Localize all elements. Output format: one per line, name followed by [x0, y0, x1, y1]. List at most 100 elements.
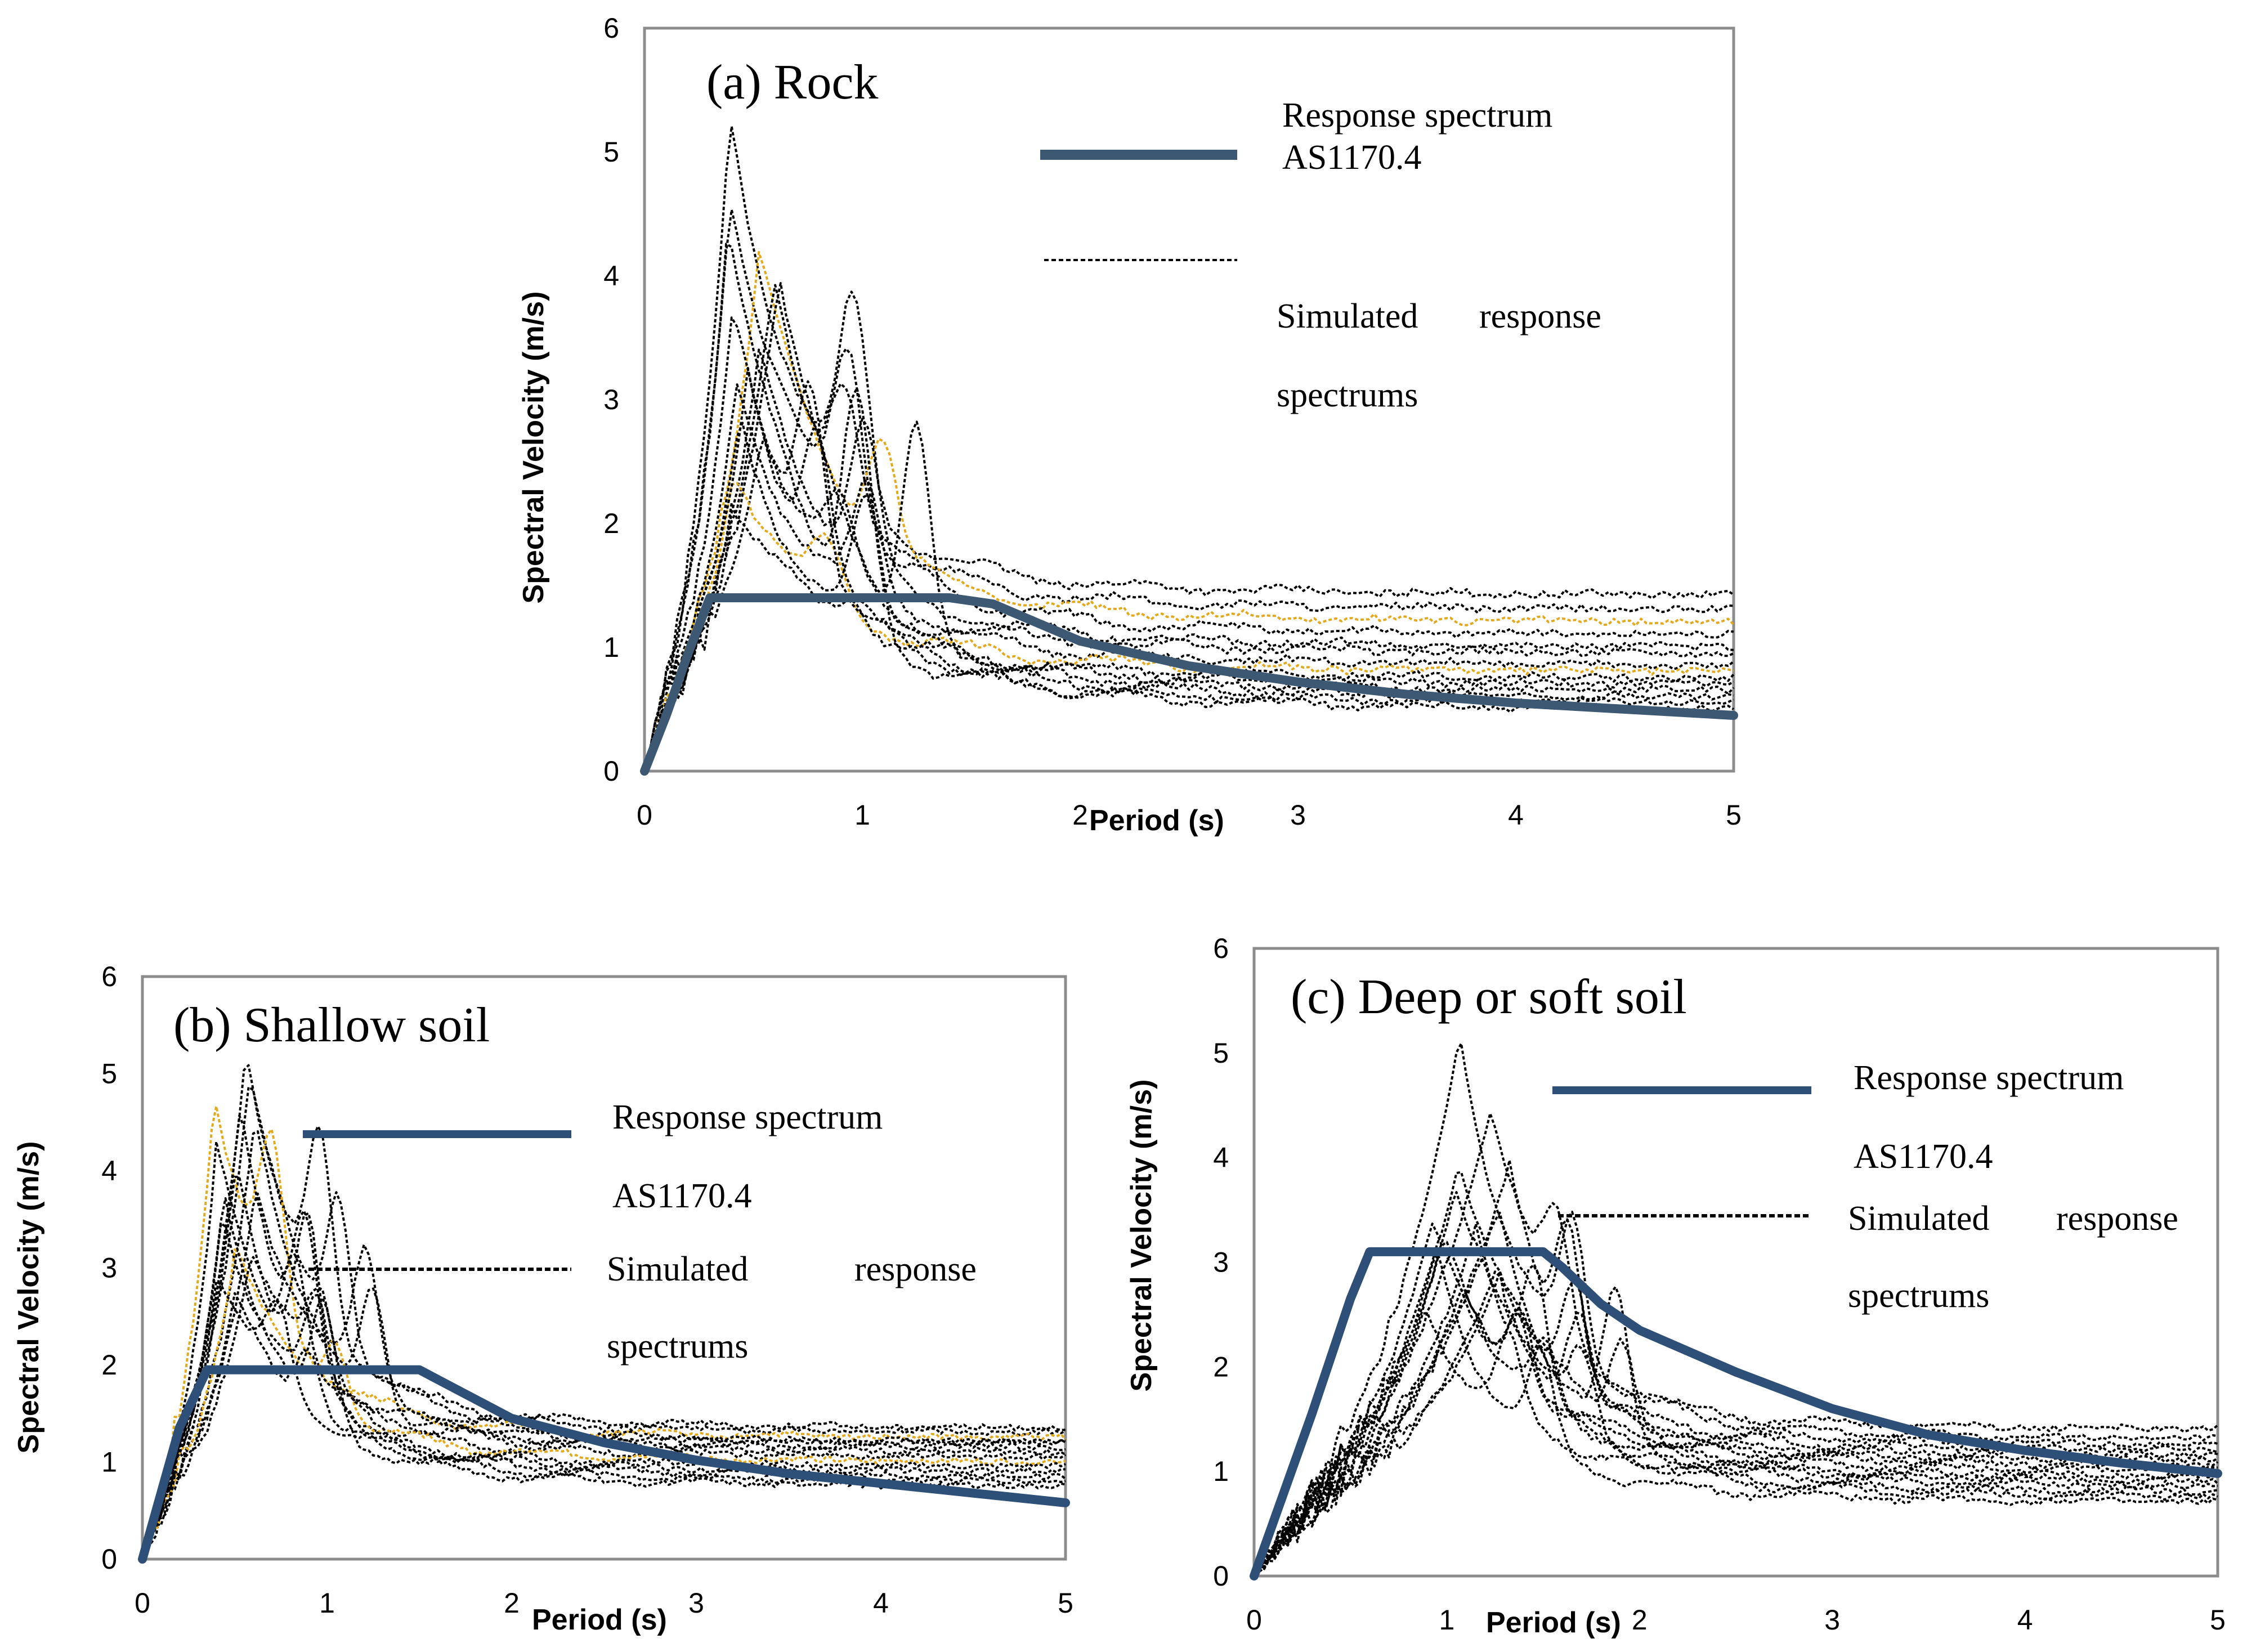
chart-b-simulated-spectrum	[141, 1256, 1066, 1557]
chart-c-xtick: 5	[2210, 1604, 2226, 1636]
chart-c-xlabel: Period (s)	[1486, 1606, 1621, 1639]
chart-b: 0 1 2 3 4 5 0 1 2 3 4 5 6 (b) Shallow soil Period (s…	[12, 961, 1073, 1636]
chart-b-legend-design-standard: AS1170.4	[612, 1177, 751, 1215]
chart-b-ytick: 0	[101, 1543, 117, 1575]
chart-b-legend-sim-word1: Simulated	[607, 1250, 748, 1288]
chart-b-legend-sim-word2: response	[854, 1250, 977, 1288]
chart-a-ylabel: Spectral Velocity (m/s)	[517, 292, 550, 604]
chart-a-simulated-spectrum	[643, 348, 1734, 772]
chart-b-xtick: 1	[319, 1587, 335, 1619]
chart-b-simulated-spectrum	[141, 1105, 1067, 1560]
chart-c-curves	[1250, 1042, 2222, 1581]
chart-c-simulated-spectrum	[1253, 1270, 2218, 1575]
chart-b-legend-sim-word3: spectrums	[607, 1327, 748, 1366]
chart-b-legend-design-label: Response spectrum	[612, 1098, 883, 1136]
chart-c-ytick: 4	[1213, 1142, 1229, 1174]
chart-c-legend-design-standard: AS1170.4	[1854, 1138, 1993, 1176]
chart-a-curves	[640, 125, 1738, 776]
chart-b-ytick: 3	[101, 1252, 117, 1284]
chart-a-xlabel: Period (s)	[1089, 804, 1224, 837]
chart-c-simulated-spectrum	[1253, 1211, 2218, 1577]
chart-c-legend-sim-word1: Simulated	[1848, 1199, 1989, 1238]
chart-b-ytick: 5	[101, 1058, 117, 1090]
chart-c-simulated-spectrum	[1253, 1250, 2218, 1577]
chart-c-ytick: 1	[1213, 1456, 1229, 1487]
chart-a-legend-sim-word3: spectrums	[1277, 376, 1418, 414]
chart-c-plot-frame	[1252, 947, 2219, 1578]
chart-a-legend-design-label: Response spectrum	[1282, 96, 1552, 135]
chart-c-xtick: 0	[1246, 1604, 1262, 1636]
chart-c-ytick: 0	[1213, 1560, 1229, 1592]
chart-b-xtick: 0	[135, 1587, 150, 1619]
chart-c-xtick: 4	[2017, 1604, 2033, 1636]
chart-b-ytick: 1	[101, 1447, 117, 1478]
chart-b-ytick: 6	[101, 961, 117, 992]
chart-c-ytick: 3	[1213, 1247, 1229, 1278]
chart-a-xtick: 5	[1726, 799, 1742, 831]
chart-a-ytick: 0	[603, 755, 619, 787]
chart-a-xtick: 1	[854, 799, 870, 831]
chart-a-ytick: 1	[603, 632, 619, 663]
chart-b-curves	[138, 1064, 1070, 1564]
chart-b-simulated-spectrum	[141, 1130, 1066, 1559]
chart-a-simulated-spectrum	[643, 366, 1734, 772]
chart-b-simulated-spectrum	[141, 1175, 1066, 1558]
chart-a-ytick: 2	[603, 508, 619, 539]
chart-a-xtick: 4	[1508, 799, 1524, 831]
chart-a-ticks: 0 1 2 3 4 5 0 1 2 3 4 5 6	[603, 12, 1742, 831]
chart-c-ytick: 5	[1213, 1037, 1229, 1069]
chart-c-xtick: 3	[1824, 1604, 1840, 1636]
chart-a-ytick: 3	[603, 384, 619, 415]
chart-c-simulated-spectrum	[1254, 1223, 2218, 1575]
chart-c-legend-design-label: Response spectrum	[1854, 1059, 2124, 1097]
chart-b-simulated-spectrum	[141, 1292, 1066, 1560]
chart-b-xtick: 3	[688, 1587, 704, 1619]
chart-b-simulated-spectrum	[141, 1114, 1067, 1557]
chart-c-ylabel: Spectral Velocity (m/s)	[1125, 1080, 1158, 1392]
chart-b-ytick: 2	[101, 1349, 117, 1381]
chart-b-simulated-spectrum	[141, 1222, 1067, 1560]
chart-b-simulated-spectrum	[141, 1192, 1067, 1560]
chart-b-xtick: 5	[1058, 1587, 1073, 1619]
chart-a-simulated-spectrum	[643, 208, 1734, 770]
chart-c-simulated-spectrum	[1253, 1241, 2219, 1576]
chart-a-simulated-spectrum	[643, 316, 1735, 771]
chart-b-design-spectrum	[138, 1365, 1070, 1564]
chart-a-legend-design-standard: AS1170.4	[1282, 138, 1421, 177]
chart-c-ticks: 0 1 2 3 4 5 0 1 2 3 4 5 6	[1213, 933, 2226, 1636]
chart-a-ytick: 5	[603, 136, 619, 168]
chart-b-xtick: 2	[504, 1587, 520, 1619]
chart-c-legend-sim-word2: response	[2056, 1199, 2178, 1238]
chart-b-xlabel: Period (s)	[532, 1604, 667, 1636]
chart-b-simulated-spectrum	[141, 1248, 1066, 1557]
chart-a-title: (a) Rock	[706, 55, 878, 110]
chart-b-ylabel: Spectral Velocity (m/s)	[12, 1141, 45, 1454]
chart-c-legend-sim-word3: spectrums	[1848, 1277, 1989, 1315]
chart-c-ytick: 2	[1213, 1351, 1229, 1382]
chart-a-simulated-spectrum	[643, 125, 1735, 772]
chart-a-simulated-spectrum	[643, 284, 1734, 771]
chart-b-xtick: 4	[873, 1587, 889, 1619]
chart-b-simulated-spectrum	[141, 1064, 1066, 1560]
chart-a-simulated-spectrum	[643, 502, 1735, 772]
chart-a-simulated-spectrum	[643, 435, 1735, 771]
chart-a: 0 1 2 3 4 5 0 1 2 3 4 5 6 (a) Rock Period (s) Spectr…	[517, 12, 1742, 837]
chart-a-simulated-spectrum	[643, 383, 1734, 771]
chart-a-simulated-spectrum	[643, 282, 1735, 772]
chart-c: 0 1 2 3 4 5 0 1 2 3 4 5 6 (c) Deep or soft soil Peri…	[1125, 933, 2226, 1639]
chart-a-xtick: 3	[1290, 799, 1306, 831]
chart-a-simulated-spectrum	[643, 243, 1734, 772]
chart-c-simulated-spectrum	[1253, 1223, 2218, 1574]
chart-a-xtick: 0	[637, 799, 652, 831]
chart-a-xtick: 2	[1072, 799, 1088, 831]
chart-a-ytick: 4	[603, 260, 619, 292]
chart-c-xtick: 2	[1632, 1604, 1648, 1636]
chart-c-simulated-spectrum	[1253, 1159, 2219, 1577]
chart-c-ytick: 6	[1213, 933, 1229, 964]
chart-c-title: (c) Deep or soft soil	[1291, 970, 1687, 1024]
chart-b-simulated-spectrum	[141, 1280, 1066, 1558]
chart-c-simulated-spectrum	[1253, 1112, 2218, 1577]
chart-b-ytick: 4	[101, 1155, 117, 1187]
